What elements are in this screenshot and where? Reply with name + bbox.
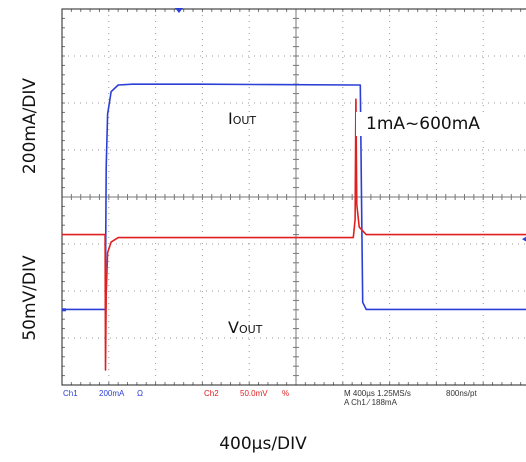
grid [61, 8, 526, 386]
markers [62, 8, 526, 312]
ch1-scale: 200mA [99, 389, 125, 398]
traces [62, 83, 526, 371]
trigger-readout: A Ch1 ⁄ 188mA [344, 398, 397, 407]
trigger-position-marker [175, 8, 183, 13]
vout-annotation: VOUT [228, 318, 262, 337]
x-axis-label: 400µs/DIV [219, 434, 307, 454]
range-annotation: 1mA~600mA [356, 112, 486, 136]
trigger-level-marker [522, 236, 526, 242]
iout-annotation-sub: OUT [232, 114, 257, 127]
vout-annotation-sub: OUT [238, 323, 263, 336]
ch2-scale: 50.0mV [240, 389, 268, 398]
iout-trace [62, 83, 526, 311]
vout-axis-label: 50mV/DIV [20, 255, 40, 341]
ch2-label: Ch2 [204, 389, 219, 398]
ch1-symbol: Ω [137, 389, 143, 398]
iout-annotation-main: I [228, 109, 233, 128]
ch1-label: Ch1 [63, 389, 78, 398]
iout-annotation: IOUT [228, 109, 256, 128]
plot-frame [61, 8, 526, 386]
iout-axis-label: 200mA/DIV [20, 77, 40, 175]
timebase-readout: M 400µs 1.25MS/s [344, 389, 411, 398]
vout-annotation-main: V [228, 318, 239, 337]
points-readout: 800ns/pt [446, 389, 477, 398]
ch2-symbol: % [282, 389, 290, 398]
vout-trace [62, 98, 526, 371]
